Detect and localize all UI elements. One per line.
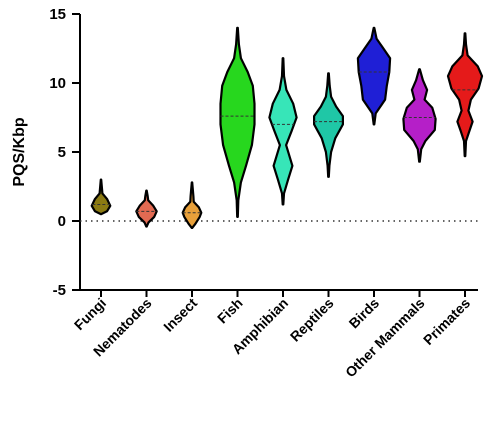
y-axis-label: PQS/Kbp [11,117,28,187]
violin-insect [181,181,203,229]
y-tick-label: 15 [49,6,66,23]
violin-reptiles [313,72,344,178]
violin-birds [356,26,392,126]
x-tick-label: Reptiles [287,295,337,345]
y-tick-label: 0 [58,213,66,230]
y-tick-label: -5 [53,282,66,299]
violin-primates [446,32,484,158]
violin-fish [219,26,256,218]
x-tick-label: Other Mammals [342,295,428,381]
y-ticks: -5 0 5 10 15 [49,6,80,299]
violin-amphibian [268,57,298,206]
violins [90,26,484,229]
y-tick-label: 5 [58,144,66,161]
x-tick-label: Fungi [71,295,109,333]
violin-fungi [90,178,112,216]
y-tick-label: 10 [49,75,66,92]
violin-other-mammals [402,68,437,163]
y-axis: -5 0 5 10 15 PQS/Kbp [11,6,81,299]
x-tick-label: Insect [160,295,200,335]
x-tick-label: Fish [214,295,246,327]
x-tick-label: Primates [420,295,473,348]
violin-nematodes [135,189,158,228]
x-tick-label: Birds [345,295,382,332]
